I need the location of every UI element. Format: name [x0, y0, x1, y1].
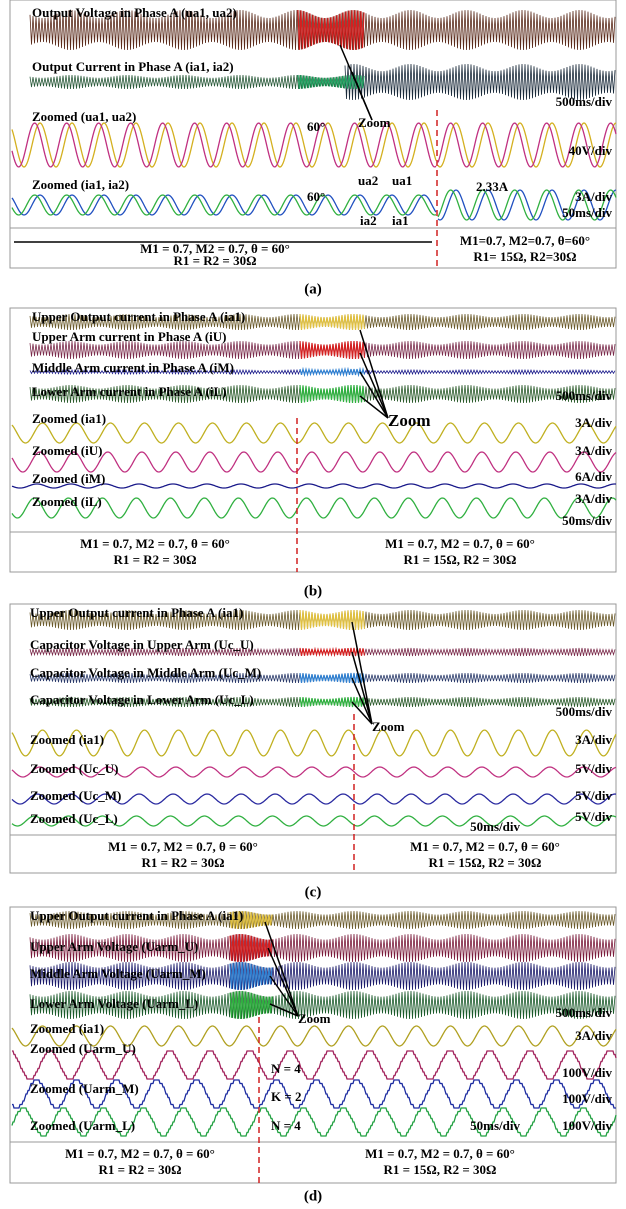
scale-label: 100V/div	[562, 1065, 612, 1080]
annotation: ia2	[360, 213, 377, 228]
scale-label: 50ms/div	[562, 205, 612, 220]
annotation: 60°	[307, 119, 325, 134]
condition-text: M1 = 0.7, M2 = 0.7, θ = 60°	[65, 1146, 215, 1161]
scale-label: 3A/div	[575, 1028, 612, 1043]
scale-label: 500ms/div	[556, 388, 613, 403]
panel-label: (b)	[304, 583, 322, 599]
trace-label: Lower Arm Voltage (Uarm_L)	[30, 996, 198, 1011]
condition-text: M1 = 0.7, M2 = 0.7, θ = 60°	[410, 839, 560, 854]
condition-text: R1 = R2 = 30Ω	[141, 855, 224, 870]
trace-label: Upper Arm Voltage (Uarm_U)	[30, 939, 198, 954]
panel-label: (c)	[305, 884, 322, 900]
trace-label: Middle Arm Voltage (Uarm_M)	[30, 966, 206, 981]
condition-text: M1=0.7, M2=0.7, θ=60°	[460, 233, 590, 248]
trace-label: Upper Output current in Phase A (ia1)	[30, 605, 243, 620]
annotation: N = 4	[271, 1061, 301, 1076]
trace-label: Capacitor Voltage in Upper Arm (Uc_U)	[30, 637, 254, 652]
scale-label: 5V/div	[575, 761, 612, 776]
condition-text: R1 = R2 = 30Ω	[113, 552, 196, 567]
panel-label: (d)	[304, 1188, 322, 1204]
scale-label: 500ms/div	[556, 704, 613, 719]
scale-label: 3A/div	[575, 491, 612, 506]
scale-label: 500ms/div	[556, 94, 613, 109]
trace-label: Middle Arm current in Phase A (iM)	[32, 360, 234, 375]
trace-label: Zoomed (Uc_U)	[30, 761, 118, 776]
trace-label: Zoomed (iL)	[32, 494, 102, 509]
annotation: Zoom	[358, 115, 391, 130]
trace-label: Zoomed (Uarm_L)	[30, 1118, 135, 1133]
annotation: ua2	[358, 173, 378, 188]
figure: Output Voltage in Phase A (ua1, ua2) Outp…	[0, 0, 626, 1209]
scale-label: 3A/div	[575, 189, 612, 204]
annotation: ua1	[392, 173, 412, 188]
annotation: ia1	[392, 213, 409, 228]
trace-label: Capacitor Voltage in Middle Arm (Uc_M)	[30, 665, 261, 680]
trace-label: Upper Arm current in Phase A (iU)	[32, 329, 227, 344]
condition-text: R1 = 15Ω, R2 = 30Ω	[404, 552, 517, 567]
scale-label: 500ms/div	[556, 1005, 613, 1020]
trace-label: Zoomed (Uc_M)	[30, 788, 121, 803]
condition-text: R1 = R2 = 30Ω	[98, 1162, 181, 1177]
trace-label: Lower Arm current in Phase A (iL)	[32, 384, 227, 399]
annotation: 2.33A	[476, 179, 509, 194]
trace-label: Upper Output current in Phase A (ia1)	[32, 309, 245, 324]
condition-text: M1 = 0.7, M2 = 0.7, θ = 60°	[108, 839, 258, 854]
annotation: Zoom	[298, 1011, 331, 1026]
scale-label: 40V/div	[569, 143, 613, 158]
trace-label: Output Voltage in Phase A (ua1, ua2)	[32, 5, 237, 20]
condition-text: R1= 15Ω, R2=30Ω	[473, 249, 576, 264]
condition-text: R1 = R2 = 30Ω	[173, 253, 256, 268]
scale-label: 5V/div	[575, 809, 612, 824]
condition-text: M1 = 0.7, M2 = 0.7, θ = 60°	[385, 536, 535, 551]
trace-label: Zoomed (ia1, ia2)	[32, 177, 129, 192]
annotation: Zoom	[388, 411, 431, 430]
annotation: Zoom	[372, 719, 405, 734]
trace-label: Zoomed (ia1)	[30, 732, 104, 747]
scale-label: 50ms/div	[470, 819, 520, 834]
scale-label: 50ms/div	[470, 1118, 520, 1133]
panel-label: (a)	[304, 281, 322, 297]
scale-label: 3A/div	[575, 443, 612, 458]
trace-label: Zoomed (iM)	[32, 471, 105, 486]
scale-label: 3A/div	[575, 732, 612, 747]
scale-label: 100V/div	[562, 1118, 612, 1133]
condition-text: M1 = 0.7, M2 = 0.7, θ = 60°	[80, 536, 230, 551]
scale-label: 3A/div	[575, 415, 612, 430]
annotation: K = 2	[271, 1089, 302, 1104]
condition-text: M1 = 0.7, M2 = 0.7, θ = 60°	[365, 1146, 515, 1161]
trace-label: Zoomed (ua1, ua2)	[32, 109, 136, 124]
condition-text: R1 = 15Ω, R2 = 30Ω	[429, 855, 542, 870]
trace-label: Zoomed (ia1)	[32, 411, 106, 426]
scale-label: 6A/div	[575, 469, 612, 484]
trace-label: Zoomed (iU)	[32, 443, 102, 458]
annotation: 60°	[307, 189, 325, 204]
scale-label: 50ms/div	[562, 513, 612, 528]
trace-label: Capacitor Voltage in Lower Arm (Uc_L)	[30, 692, 254, 707]
trace-label: Zoomed (Uc_L)	[30, 811, 118, 826]
condition-text: R1 = 15Ω, R2 = 30Ω	[384, 1162, 497, 1177]
scale-label: 100V/div	[562, 1091, 612, 1106]
scale-label: 5V/div	[575, 788, 612, 803]
trace-label: Output Current in Phase A (ia1, ia2)	[32, 59, 234, 74]
annotation: N = 4	[271, 1118, 301, 1133]
trace-label: Upper Output current in Phase A (ia1)	[30, 908, 243, 923]
trace-label: Zoomed (Uarm_M)	[30, 1081, 139, 1096]
trace-label: Zoomed (Uarm_U)	[30, 1041, 136, 1056]
trace-label: Zoomed (ia1)	[30, 1021, 104, 1036]
